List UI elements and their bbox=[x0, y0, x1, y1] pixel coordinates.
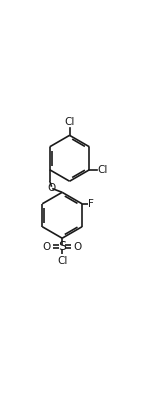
Text: S: S bbox=[58, 240, 66, 253]
Text: Cl: Cl bbox=[64, 117, 75, 127]
Text: O: O bbox=[74, 242, 82, 252]
Text: O: O bbox=[48, 182, 56, 192]
Text: Cl: Cl bbox=[98, 165, 108, 175]
Text: F: F bbox=[88, 199, 94, 209]
Text: Cl: Cl bbox=[57, 256, 67, 266]
Text: O: O bbox=[42, 242, 51, 252]
